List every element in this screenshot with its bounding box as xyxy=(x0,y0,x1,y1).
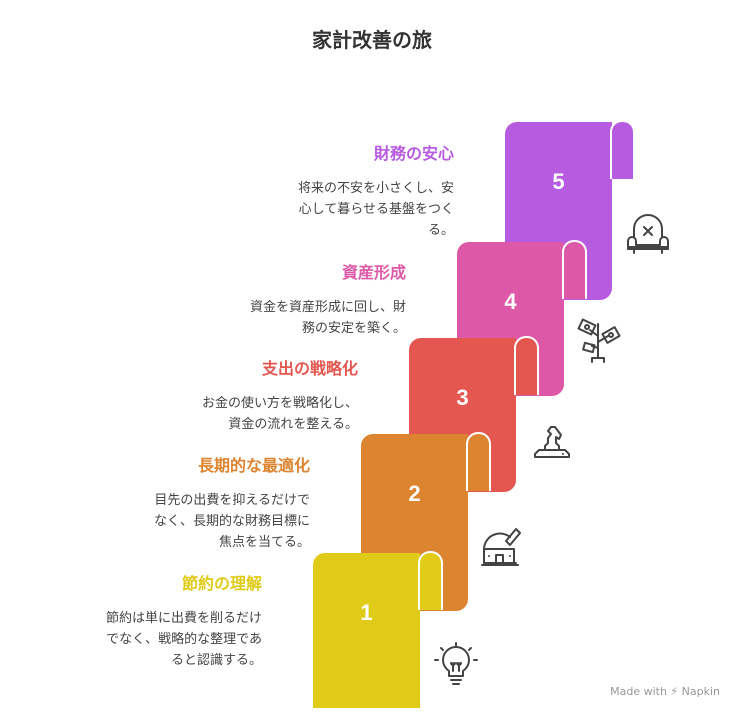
scroll-curl xyxy=(514,336,539,395)
description-line: 資金を資産形成に回し、財 xyxy=(249,300,406,315)
scroll-curl xyxy=(418,551,443,610)
scroll-curl xyxy=(466,432,491,491)
lightbulb-icon xyxy=(432,641,480,689)
description-line: ると認識する。 xyxy=(170,653,262,668)
description-line: 資金の流れを整える。 xyxy=(228,417,358,432)
step-number: 1 xyxy=(360,600,373,625)
step-number: 3 xyxy=(456,385,469,410)
step-title: 資産形成 xyxy=(341,263,406,282)
description-line: 心して暮らせる基盤をつく xyxy=(298,202,454,217)
step-title: 長期的な最適化 xyxy=(197,456,310,475)
description-line: でなく、戦略的な整理であ xyxy=(106,632,262,647)
description-line: 目先の出費を抑えるだけで xyxy=(154,493,310,508)
step-number: 2 xyxy=(408,481,421,506)
step-label: 長期的な最適化目先の出費を抑えるだけで なく、長期的な財務目標に焦点を当てる。 xyxy=(50,452,310,553)
diagram-title: 家計改善の旅 xyxy=(312,28,432,52)
description-line: なく、長期的な財務目標に xyxy=(153,514,310,529)
armchair-icon xyxy=(624,211,672,259)
step-title: 節約の理解 xyxy=(181,574,262,593)
chess-knight-icon xyxy=(527,416,575,464)
step-description: お金の使い方を戦略化し、資金の流れを整える。 xyxy=(98,393,358,435)
description-line: 将来の不安を小さくし、安 xyxy=(297,181,454,196)
money-plant-icon xyxy=(574,316,622,364)
step-title: 財務の安心 xyxy=(373,144,454,163)
scroll-curl xyxy=(610,120,635,179)
step-number: 5 xyxy=(552,169,565,194)
description-line: る。 xyxy=(427,223,454,238)
step-label: 支出の戦略化お金の使い方を戦略化し、資金の流れを整える。 xyxy=(98,355,358,435)
description-line: お金の使い方を戦略化し、 xyxy=(201,396,358,411)
step-description: 目先の出費を抑えるだけで なく、長期的な財務目標に焦点を当てる。 xyxy=(50,490,310,553)
napkin-watermark: Made with ⚡ Napkin xyxy=(610,685,720,698)
step-label: 財務の安心将来の不安を小さくし、安 心して暮らせる基盤をつくる。 xyxy=(194,140,454,241)
observatory-icon xyxy=(476,521,524,569)
step-label: 節約の理解節約は単に出費を削るだけ でなく、戦略的な整理であると認識する。 xyxy=(2,570,262,671)
scroll-curl xyxy=(562,240,587,299)
description-line: 節約は単に出費を削るだけ xyxy=(105,611,262,626)
step-label: 資産形成資金を資産形成に回し、財務の安定を築く。 xyxy=(146,259,406,339)
step-block xyxy=(313,553,420,708)
description-line: 焦点を当てる。 xyxy=(218,535,310,550)
step-description: 将来の不安を小さくし、安 心して暮らせる基盤をつくる。 xyxy=(194,178,454,241)
step-title: 支出の戦略化 xyxy=(261,359,358,378)
description-line: 務の安定を築く。 xyxy=(301,321,406,336)
step-number: 4 xyxy=(504,289,517,314)
step-description: 節約は単に出費を削るだけ でなく、戦略的な整理であると認識する。 xyxy=(2,608,262,671)
step-description: 資金を資産形成に回し、財務の安定を築く。 xyxy=(146,297,406,339)
